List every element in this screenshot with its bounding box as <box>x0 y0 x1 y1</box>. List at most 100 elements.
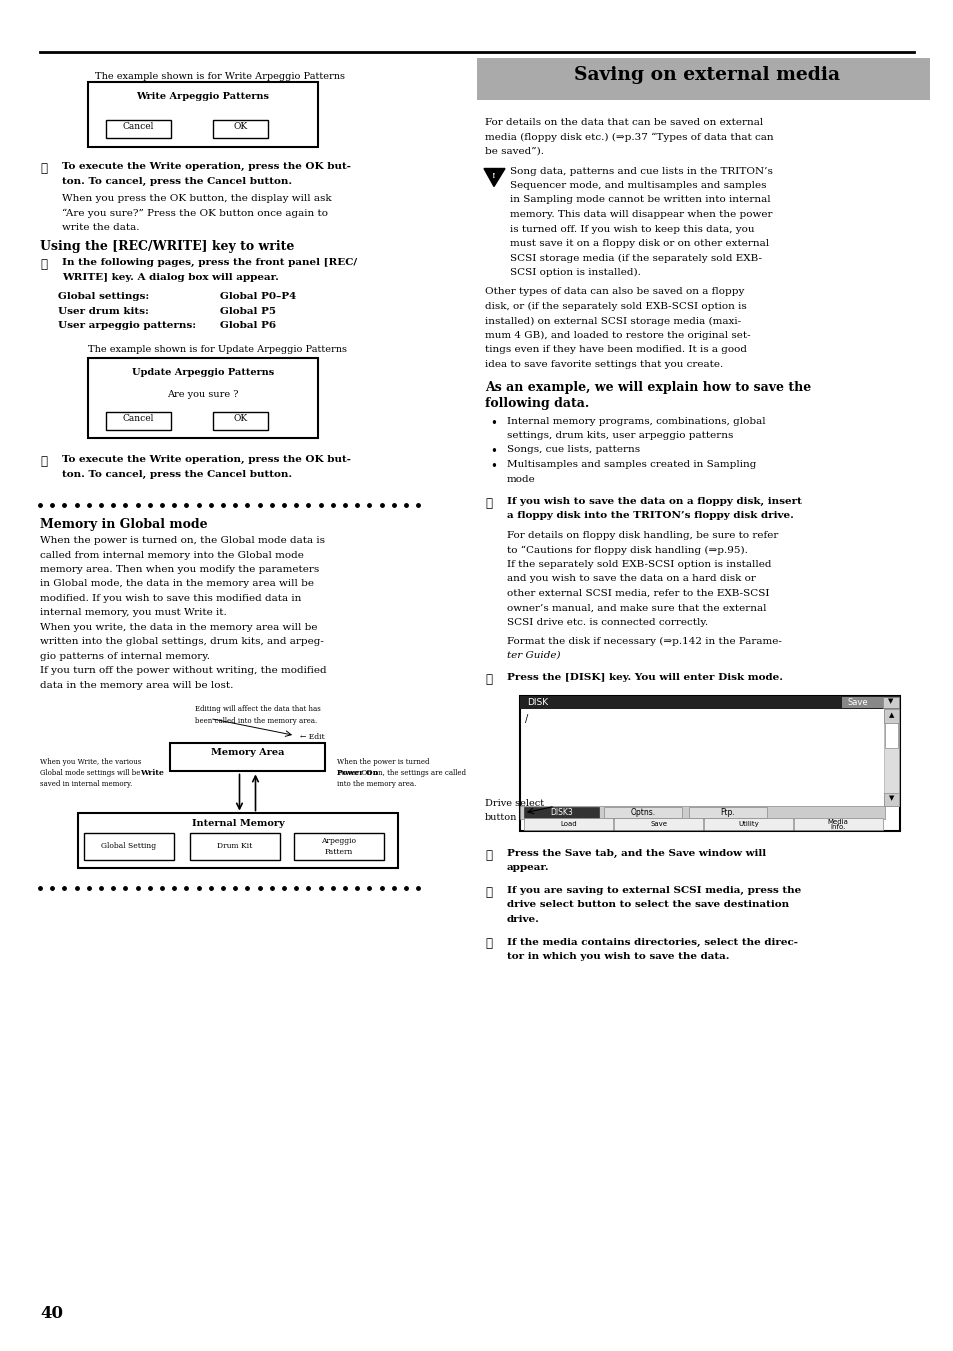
Text: When you write, the data in the memory area will be: When you write, the data in the memory a… <box>40 623 317 632</box>
Text: other external SCSI media, refer to the EXB-SCSI: other external SCSI media, refer to the … <box>506 589 769 598</box>
Text: been called into the memory area.: been called into the memory area. <box>194 717 317 725</box>
Text: For details on the data that can be saved on external: For details on the data that can be save… <box>484 118 762 127</box>
FancyBboxPatch shape <box>170 743 325 771</box>
Text: must save it on a floppy disk or on other external: must save it on a floppy disk or on othe… <box>510 239 768 249</box>
FancyBboxPatch shape <box>884 723 897 748</box>
Text: ④: ④ <box>484 886 492 898</box>
FancyBboxPatch shape <box>106 412 171 430</box>
Text: Internal Memory: Internal Memory <box>192 820 284 828</box>
Text: Multisamples and samples created in Sampling: Multisamples and samples created in Samp… <box>506 459 756 469</box>
FancyBboxPatch shape <box>883 709 898 807</box>
Text: Utility: Utility <box>738 821 758 827</box>
Text: written into the global settings, drum kits, and arpeg-: written into the global settings, drum k… <box>40 638 323 647</box>
Text: Press the Save tab, and the Save window will: Press the Save tab, and the Save window … <box>506 848 765 858</box>
Text: data in the memory area will be lost.: data in the memory area will be lost. <box>40 681 233 690</box>
Text: •: • <box>490 459 497 473</box>
FancyBboxPatch shape <box>519 696 899 709</box>
Text: Drum Kit: Drum Kit <box>217 843 253 851</box>
Text: User drum kits:: User drum kits: <box>58 307 149 316</box>
Text: Global settings:: Global settings: <box>58 292 149 301</box>
Text: Write Arpeggio Patterns: Write Arpeggio Patterns <box>136 92 269 101</box>
Text: Power On on, the settings are called: Power On on, the settings are called <box>336 770 465 777</box>
Text: Are you sure ?: Are you sure ? <box>167 390 238 399</box>
Text: Memory Area: Memory Area <box>211 748 284 758</box>
Text: modified. If you wish to save this modified data in: modified. If you wish to save this modif… <box>40 594 301 603</box>
Text: When you press the OK button, the display will ask: When you press the OK button, the displa… <box>62 195 332 203</box>
FancyBboxPatch shape <box>883 793 898 807</box>
FancyBboxPatch shape <box>523 817 613 830</box>
Text: 40: 40 <box>40 1305 63 1323</box>
Text: disk, or (if the separately sold EXB-SCSI option is: disk, or (if the separately sold EXB-SCS… <box>484 303 746 311</box>
Text: Global P5: Global P5 <box>220 307 275 316</box>
Text: •: • <box>490 446 497 458</box>
Text: in Global mode, the data in the memory area will be: in Global mode, the data in the memory a… <box>40 580 314 589</box>
Text: Load: Load <box>559 821 577 827</box>
Text: If the separately sold EXB-SCSI option is installed: If the separately sold EXB-SCSI option i… <box>506 561 771 569</box>
Text: Other types of data can also be saved on a floppy: Other types of data can also be saved on… <box>484 288 743 296</box>
Text: Update Arpeggio Patterns: Update Arpeggio Patterns <box>132 367 274 377</box>
Text: ton. To cancel, press the Cancel button.: ton. To cancel, press the Cancel button. <box>62 177 292 185</box>
FancyBboxPatch shape <box>841 697 883 708</box>
Text: memory area. Then when you modify the parameters: memory area. Then when you modify the pa… <box>40 565 319 574</box>
Text: To execute the Write operation, press the OK but-: To execute the Write operation, press th… <box>62 162 351 172</box>
Text: Song data, patterns and cue lists in the TRITON’s: Song data, patterns and cue lists in the… <box>510 166 772 176</box>
Text: When you Write, the various: When you Write, the various <box>40 758 141 766</box>
Text: SCSI option is installed).: SCSI option is installed). <box>510 267 640 277</box>
Text: Drive select: Drive select <box>484 798 543 808</box>
Text: Internal memory programs, combinations, global: Internal memory programs, combinations, … <box>506 416 765 426</box>
Text: /: / <box>524 715 528 724</box>
FancyBboxPatch shape <box>294 834 384 861</box>
Text: Songs, cue lists, patterns: Songs, cue lists, patterns <box>506 446 639 454</box>
FancyBboxPatch shape <box>793 817 882 830</box>
Text: is turned off. If you wish to keep this data, you: is turned off. If you wish to keep this … <box>510 224 754 234</box>
Text: internal memory, you must Write it.: internal memory, you must Write it. <box>40 608 227 617</box>
Text: Sequencer mode, and multisamples and samples: Sequencer mode, and multisamples and sam… <box>510 181 765 190</box>
Text: and you wish to save the data on a hard disk or: and you wish to save the data on a hard … <box>506 574 755 584</box>
Text: If you turn off the power without writing, the modified: If you turn off the power without writin… <box>40 666 326 676</box>
FancyBboxPatch shape <box>688 807 766 819</box>
Text: Arpeggio: Arpeggio <box>321 838 356 846</box>
FancyBboxPatch shape <box>84 834 173 861</box>
Text: Save: Save <box>649 821 666 827</box>
Text: “Are you sure?” Press the OK button once again to: “Are you sure?” Press the OK button once… <box>62 208 328 218</box>
Text: idea to save favorite settings that you create.: idea to save favorite settings that you … <box>484 359 722 369</box>
Text: WRITE] key. A dialog box will appear.: WRITE] key. A dialog box will appear. <box>62 273 278 281</box>
Text: As an example, we will explain how to save the: As an example, we will explain how to sa… <box>484 381 810 393</box>
FancyBboxPatch shape <box>88 82 317 147</box>
Text: drive.: drive. <box>506 915 539 924</box>
FancyBboxPatch shape <box>613 817 702 830</box>
Text: DISK3: DISK3 <box>550 808 572 817</box>
Text: write the data.: write the data. <box>62 223 139 232</box>
Polygon shape <box>483 169 504 186</box>
Text: memory. This data will disappear when the power: memory. This data will disappear when th… <box>510 209 772 219</box>
Text: Press the [DISK] key. You will enter Disk mode.: Press the [DISK] key. You will enter Dis… <box>506 674 782 682</box>
Text: For details on floppy disk handling, be sure to refer: For details on floppy disk handling, be … <box>506 531 778 540</box>
Text: Media: Media <box>827 819 848 825</box>
Text: Ⓐ: Ⓐ <box>484 674 492 686</box>
Text: settings, drum kits, user arpeggio patterns: settings, drum kits, user arpeggio patte… <box>506 431 733 440</box>
FancyBboxPatch shape <box>703 817 792 830</box>
FancyBboxPatch shape <box>519 807 884 820</box>
FancyBboxPatch shape <box>106 120 171 138</box>
Text: gio patterns of internal memory.: gio patterns of internal memory. <box>40 653 210 661</box>
Text: Using the [REC/WRITE] key to write: Using the [REC/WRITE] key to write <box>40 240 294 253</box>
Text: Write: Write <box>140 770 164 777</box>
FancyBboxPatch shape <box>523 807 598 819</box>
Text: !: ! <box>492 173 496 181</box>
FancyBboxPatch shape <box>476 58 929 100</box>
Text: Saving on external media: Saving on external media <box>574 66 840 84</box>
Text: mode: mode <box>506 474 536 484</box>
Text: button: button <box>484 813 517 823</box>
Text: ▲: ▲ <box>887 711 893 719</box>
Text: ← Edit: ← Edit <box>299 734 324 742</box>
Text: appear.: appear. <box>506 863 549 873</box>
Text: Save: Save <box>846 698 866 708</box>
Text: ③: ③ <box>484 848 492 862</box>
FancyBboxPatch shape <box>519 696 899 831</box>
Text: OK: OK <box>233 413 248 423</box>
Text: media (floppy disk etc.) (⇒p.37 “Types of data that can: media (floppy disk etc.) (⇒p.37 “Types o… <box>484 132 773 142</box>
FancyBboxPatch shape <box>88 358 317 438</box>
Text: In the following pages, press the front panel [REC/: In the following pages, press the front … <box>62 258 356 267</box>
Text: saved in internal memory.: saved in internal memory. <box>40 781 132 789</box>
FancyBboxPatch shape <box>213 120 268 138</box>
